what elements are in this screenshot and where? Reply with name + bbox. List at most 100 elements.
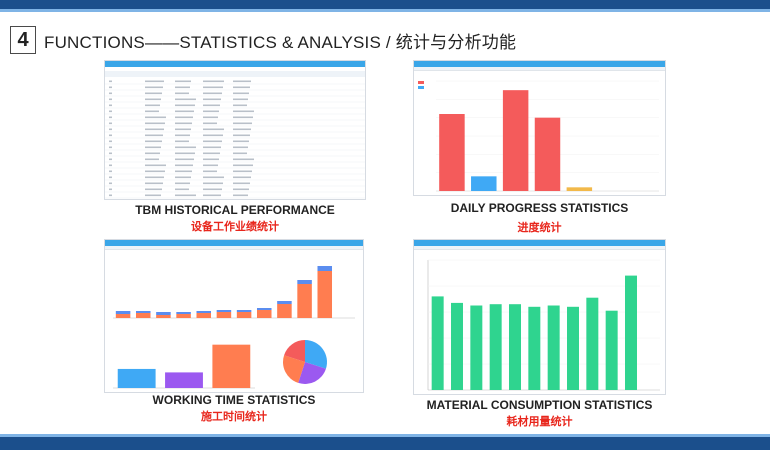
panel-header-bar (105, 240, 363, 246)
stacked-bar (156, 312, 171, 315)
table-cell (203, 182, 223, 185)
working-caption-en: WORKING TIME STATISTICS (152, 393, 316, 407)
daily-caption-zh: 进度统计 (517, 222, 562, 234)
stacked-bar (196, 311, 212, 313)
table-cell (203, 146, 221, 149)
bar (431, 296, 444, 390)
table-cell (145, 182, 163, 185)
table-cell (175, 152, 195, 155)
table-cell (203, 158, 219, 161)
table-cell (175, 116, 193, 119)
table-cell (233, 140, 249, 143)
table-cell (233, 170, 252, 173)
table-cell (145, 128, 164, 131)
table-cell (175, 170, 192, 173)
legend-swatch (418, 86, 424, 89)
table-cell (175, 134, 190, 137)
table-cell (109, 164, 112, 167)
panel-header-bar (414, 61, 665, 67)
working-caption-zh: 施工时间统计 (201, 411, 267, 423)
bar (439, 114, 465, 191)
stacked-bar (115, 314, 131, 318)
bar (502, 90, 529, 191)
table-cell (203, 104, 220, 107)
table-cell (233, 104, 247, 107)
table-cell (109, 140, 112, 143)
table-cell (175, 146, 196, 149)
table-cell (203, 134, 223, 137)
stacked-bar (156, 315, 171, 318)
panel-header-bar (414, 240, 665, 246)
table-cell (175, 104, 195, 107)
table-cell (203, 98, 221, 101)
stacked-bar (176, 312, 191, 314)
table-cell (175, 122, 192, 125)
table-cell (145, 134, 163, 137)
table-cell (203, 194, 221, 197)
table-cell (233, 176, 251, 179)
panel-toolbar (105, 246, 363, 250)
table-cell (233, 152, 247, 155)
table-cell (203, 176, 224, 179)
stacked-bar (135, 311, 151, 313)
stacked-bar (135, 313, 151, 318)
table-cell (233, 164, 253, 167)
table-cell (145, 122, 165, 125)
table-cell (109, 176, 112, 179)
table-cell (109, 134, 112, 137)
table-cell (109, 116, 112, 119)
table-cell (145, 86, 163, 89)
table-cell (233, 80, 251, 83)
tbm-caption-zh: 设备工作业绩统计 (191, 221, 279, 233)
table-cell (175, 80, 191, 83)
table-cell (109, 86, 112, 89)
table-cell (203, 152, 220, 155)
table-cell (175, 188, 189, 191)
pie-slice (284, 340, 305, 362)
tbm-caption-en: TBM HISTORICAL PERFORMANCE (135, 203, 335, 217)
stacked-bar (196, 313, 212, 318)
table-cell (145, 170, 165, 173)
table-cell (203, 140, 222, 143)
table-cell (109, 158, 112, 161)
table-cell (109, 194, 112, 197)
table-cell (233, 92, 249, 95)
table-cell (175, 158, 194, 161)
table-cell (145, 92, 162, 95)
table-cell (203, 80, 224, 83)
stacked-bar (317, 271, 333, 318)
stacked-bar (176, 314, 191, 318)
table-cell (145, 98, 161, 101)
section-title: FUNCTIONS——STATISTICS & ANALYSIS / 统计与分析… (44, 32, 517, 52)
material-consumption-screenshot (413, 239, 666, 395)
pie-slice (298, 362, 326, 384)
bottom-banner-bar (0, 437, 770, 450)
bottom-accent-bar (0, 434, 770, 437)
working-time-screenshot (104, 239, 364, 393)
material-caption-zh: 耗材用量统计 (506, 416, 573, 428)
table-cell (175, 194, 196, 197)
table-cell (233, 182, 250, 185)
top-accent-bar (0, 9, 770, 12)
table-cell (203, 188, 222, 191)
bar (470, 305, 483, 390)
table-cell (203, 164, 218, 167)
table-cell (109, 146, 112, 149)
bar (534, 117, 561, 191)
table-cell (233, 158, 254, 161)
table-cell (175, 164, 193, 167)
stacked-bar (277, 304, 292, 318)
table-cell (233, 110, 254, 113)
table-cell (109, 98, 112, 101)
stacked-bar (317, 266, 333, 271)
table-cell (109, 122, 112, 125)
stacked-bar (256, 308, 272, 310)
table-cell (203, 116, 218, 119)
table-cell (233, 86, 250, 89)
table-cell (203, 122, 217, 125)
table-cell (233, 122, 252, 125)
table-cell (233, 128, 251, 131)
table-cell (145, 80, 164, 83)
table-cell (145, 194, 161, 197)
table-cell (145, 164, 166, 167)
